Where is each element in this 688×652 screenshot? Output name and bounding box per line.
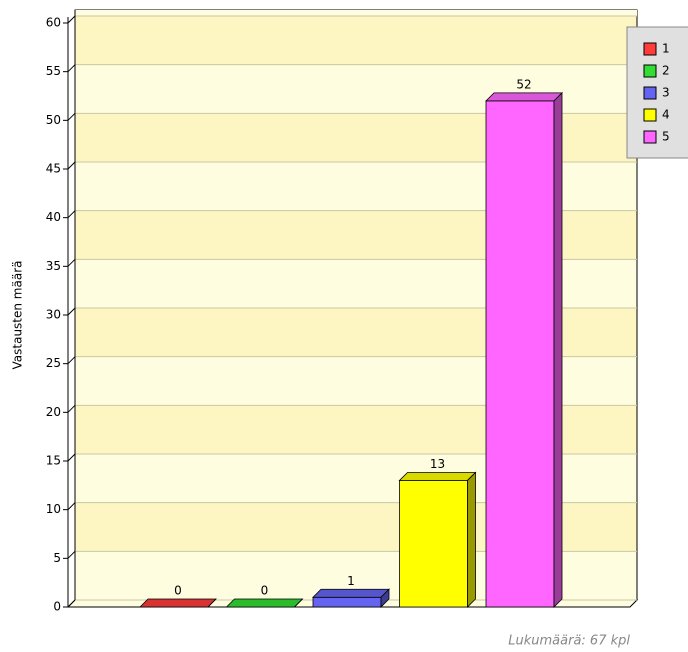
grid-line — [67, 112, 76, 121]
legend-label: 2 — [662, 64, 670, 78]
grid-line — [67, 258, 76, 267]
wall-band — [75, 16, 637, 65]
grid-line — [67, 64, 76, 73]
bar-side — [380, 588, 390, 608]
grid-line — [67, 453, 76, 462]
y-tick-label: 30 — [46, 308, 61, 322]
bar — [399, 480, 468, 608]
bar-top — [485, 92, 563, 102]
bar-side — [207, 598, 217, 608]
legend-label: 1 — [662, 42, 670, 56]
bar-side — [467, 471, 476, 608]
legend-label: 5 — [662, 130, 670, 144]
top-fill — [75, 10, 637, 16]
legend-label: 3 — [662, 86, 670, 100]
legend-swatch — [643, 108, 657, 122]
grid-line — [67, 210, 76, 219]
y-axis-label: Vastausten määrä — [11, 261, 25, 370]
grid-line — [67, 550, 76, 559]
value-label: 0 — [174, 584, 182, 598]
y-tick-label: 10 — [46, 502, 61, 516]
grid-line — [67, 502, 76, 511]
bar-side — [294, 598, 303, 608]
grid-line — [67, 599, 76, 608]
bar-top — [225, 598, 304, 608]
grid-line — [67, 404, 76, 413]
legend-swatch — [643, 42, 657, 56]
value-label: 52 — [516, 77, 531, 91]
y-tick-label: 40 — [46, 210, 61, 224]
bar — [485, 100, 555, 608]
bar-top — [139, 598, 217, 608]
value-label: 13 — [430, 457, 445, 471]
y-tick-label: 55 — [46, 64, 61, 78]
grid-line — [67, 161, 76, 170]
y-tick-label: 50 — [46, 113, 61, 127]
footer-note: Lukumäärä: 67 kpl — [508, 634, 630, 649]
bar-top — [312, 588, 390, 598]
y-tick-label: 15 — [46, 454, 61, 468]
value-label: 1 — [347, 574, 355, 588]
bar-side — [553, 91, 563, 608]
y-tick-label: 20 — [46, 405, 61, 419]
bar — [312, 596, 382, 608]
y-tick-label: 5 — [53, 551, 61, 565]
legend-swatch — [643, 130, 657, 144]
grid-line — [67, 307, 76, 316]
value-label: 0 — [261, 584, 269, 598]
y-tick-label: 0 — [53, 600, 61, 614]
legend-swatch — [643, 86, 657, 100]
y-tick-label: 35 — [46, 259, 61, 273]
grid-line — [67, 15, 76, 24]
bar-top — [398, 472, 477, 481]
grid-line — [67, 356, 76, 365]
legend-label: 4 — [662, 108, 670, 122]
y-tick-label: 60 — [46, 16, 61, 30]
y-tick-label: 45 — [46, 162, 61, 176]
legend-box — [626, 26, 688, 159]
y-tick-label: 25 — [46, 356, 61, 370]
legend-swatch — [643, 64, 657, 78]
